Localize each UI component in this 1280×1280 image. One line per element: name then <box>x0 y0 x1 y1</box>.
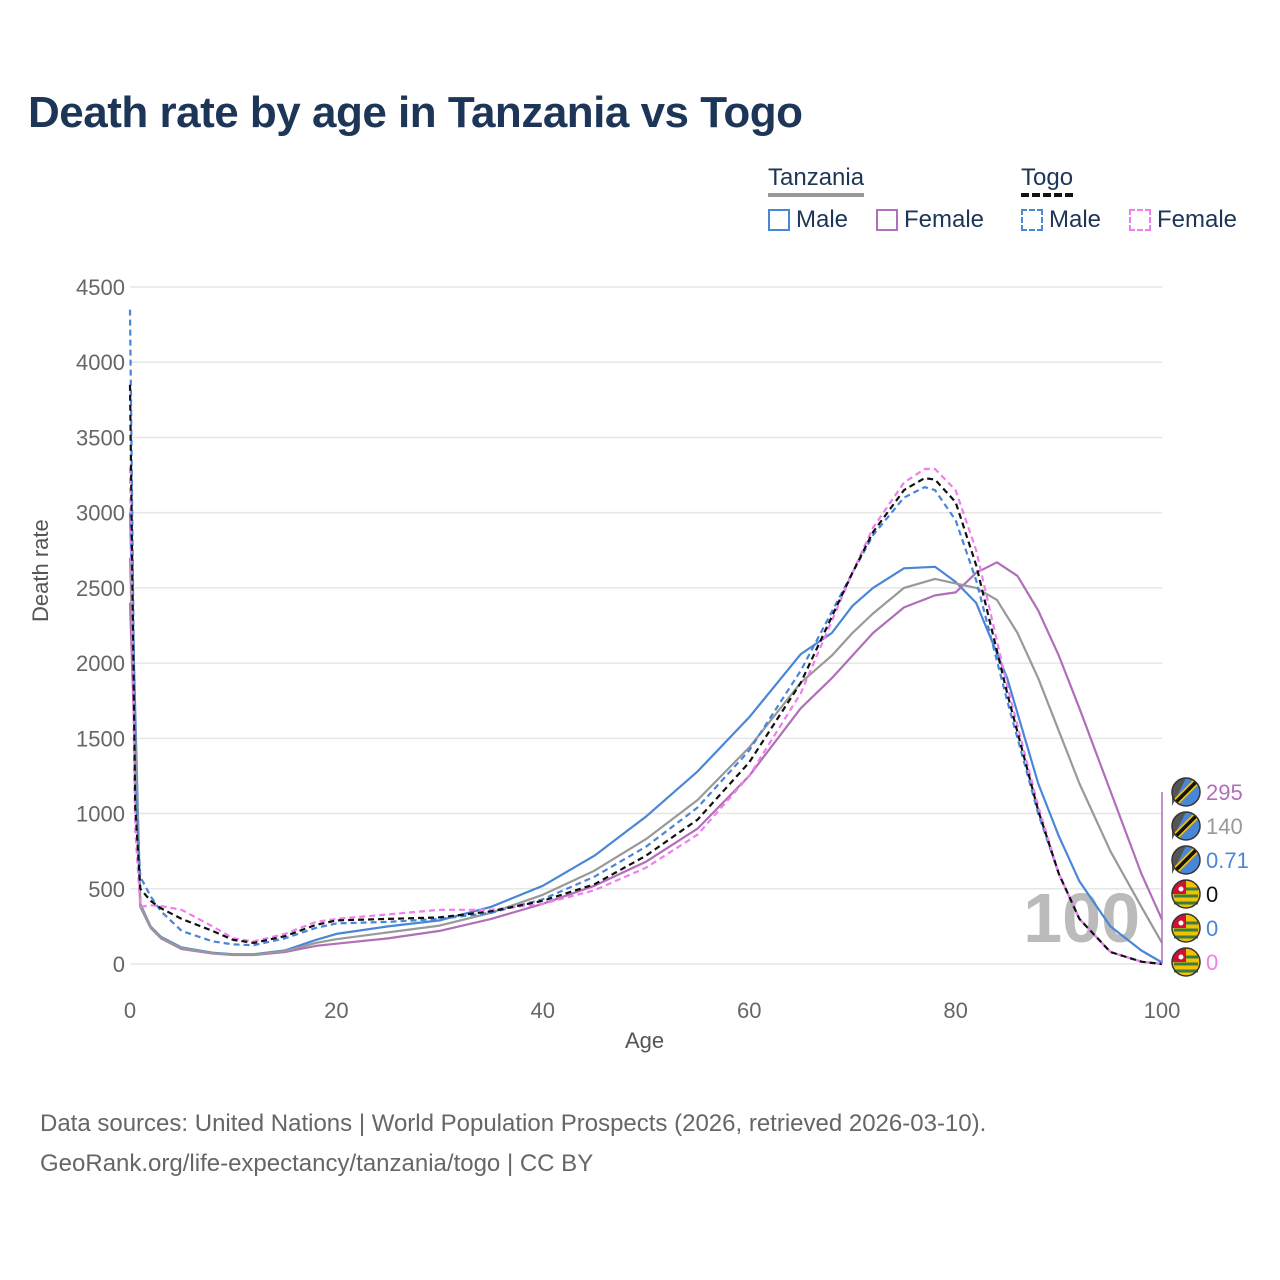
y-tick-label: 2500 <box>76 576 125 601</box>
year-watermark: 100 <box>1023 879 1140 957</box>
y-tick-label: 500 <box>88 877 125 902</box>
x-tick-label: 0 <box>124 998 136 1023</box>
x-tick-label: 80 <box>943 998 967 1023</box>
series-line-togo-female[interactable] <box>128 467 1163 966</box>
legend-item-tanzania-male[interactable]: Male <box>768 206 848 234</box>
series-line-tanzania-female[interactable] <box>128 561 1164 957</box>
legend-line-togo <box>1021 193 1074 197</box>
end-value-tanzania-female: 295 <box>1171 777 1243 807</box>
y-tick-label: 0 <box>113 952 125 977</box>
flag-border <box>1171 913 1201 943</box>
x-tick-label: 60 <box>737 998 761 1023</box>
legend-label: Male <box>796 206 849 233</box>
flag-border <box>1171 879 1201 909</box>
flag-border <box>1171 777 1201 807</box>
source-link[interactable]: GeoRank.org/life-expectancy/tanzania/tog… <box>40 1150 594 1177</box>
end-value-tanzania-male: 0.71 <box>1171 845 1249 875</box>
legend-swatch-icon <box>876 209 898 231</box>
flag-stripe <box>1174 780 1198 804</box>
legend-item-togo-female[interactable]: Female <box>1129 206 1237 234</box>
flag-stripe <box>1174 848 1198 872</box>
legend-label: Female <box>1157 206 1238 233</box>
y-tick-label: 4000 <box>76 350 125 375</box>
legend-item-tanzania-female[interactable]: Female <box>876 206 984 234</box>
y-tick-label: 2000 <box>76 651 125 676</box>
end-value-tanzania-total: 140 <box>1171 811 1243 841</box>
end-value-label: 0 <box>1206 950 1218 975</box>
series-line-togo-total[interactable] <box>128 384 1163 966</box>
chart-title: Death rate by age in Tanzania vs Togo <box>28 88 803 137</box>
y-tick-label: 4500 <box>76 275 125 300</box>
flag-border <box>1171 845 1201 875</box>
flag-border <box>1171 811 1201 841</box>
end-value-togo-male: 0 <box>1171 913 1218 943</box>
end-value-label: 140 <box>1206 814 1243 839</box>
end-value-label: 0 <box>1206 916 1218 941</box>
end-value-togo-female: 0 <box>1171 947 1218 977</box>
legend-line-tanzania <box>768 193 865 197</box>
end-value-label: 295 <box>1206 780 1243 805</box>
legend-swatch-icon <box>1021 209 1043 231</box>
y-tick-label: 1000 <box>76 802 125 827</box>
flag-star <box>1178 954 1184 960</box>
legend-head-togo: Togo <box>1021 164 1074 197</box>
y-tick-label: 3500 <box>76 425 125 450</box>
legend-label: Male <box>1049 206 1102 233</box>
legend-swatch-icon <box>1129 209 1151 231</box>
legend-country-tanzania: Tanzania <box>768 164 865 191</box>
series-line-tanzania-total[interactable] <box>128 557 1163 956</box>
flag-border <box>1171 947 1201 977</box>
end-value-label: 0 <box>1206 882 1218 907</box>
legend-head-tanzania: Tanzania <box>768 164 865 197</box>
series-line-togo-male[interactable] <box>128 309 1163 966</box>
flag-star <box>1178 920 1184 926</box>
y-tick-label: 3000 <box>76 501 125 526</box>
legend-swatch-icon <box>768 209 790 231</box>
x-axis-label: Age <box>625 1028 665 1053</box>
x-tick-label: 20 <box>324 998 348 1023</box>
x-tick-label: 40 <box>531 998 555 1023</box>
y-tick-label: 1500 <box>76 726 125 751</box>
flag-star <box>1178 886 1184 892</box>
x-tick-label: 100 <box>1144 998 1181 1023</box>
end-value-label: 0.71 <box>1206 848 1249 873</box>
source-line-1: Data sources: United Nations | World Pop… <box>40 1110 987 1137</box>
legend-label: Female <box>904 206 985 233</box>
flag-stripe <box>1174 814 1198 838</box>
end-value-togo-total: 0 <box>1171 879 1218 909</box>
legend-item-togo-male[interactable]: Male <box>1021 206 1101 234</box>
legend-country-togo: Togo <box>1021 164 1074 191</box>
